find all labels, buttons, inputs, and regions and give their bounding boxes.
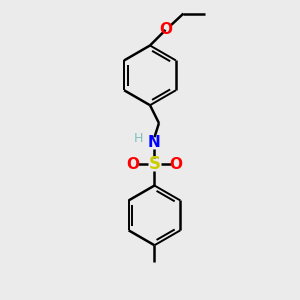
Text: N: N (148, 135, 161, 150)
Text: O: O (127, 157, 140, 172)
Text: S: S (148, 155, 160, 173)
Text: O: O (169, 157, 182, 172)
Text: O: O (159, 22, 172, 38)
Text: H: H (134, 133, 143, 146)
